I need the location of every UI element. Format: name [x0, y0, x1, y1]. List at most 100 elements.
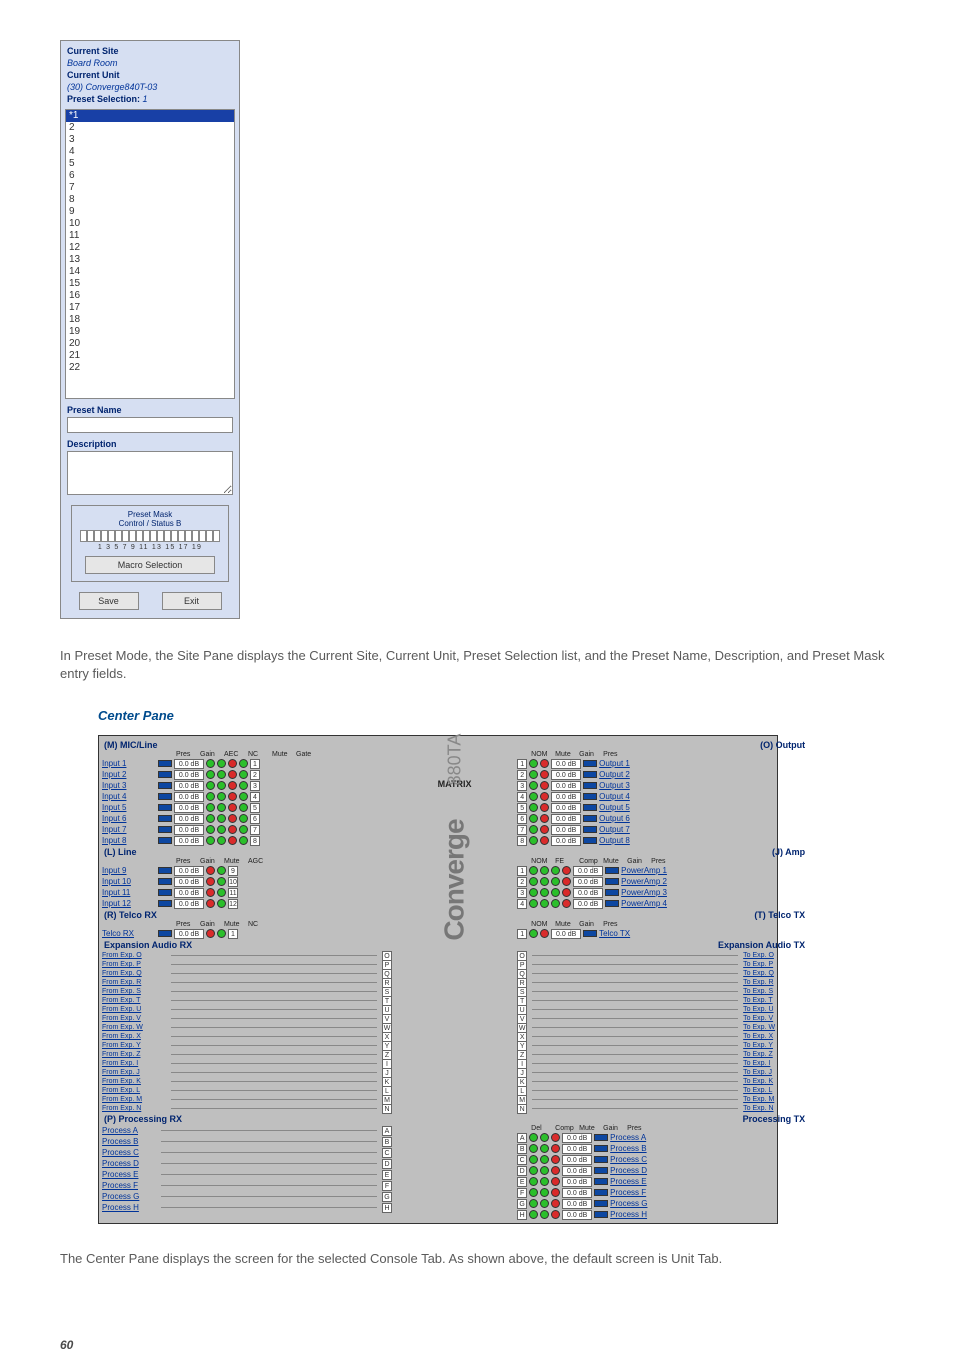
pres-switch[interactable] [605, 900, 619, 907]
control-knob[interactable] [551, 1188, 560, 1197]
channel-link[interactable]: From Exp. P [102, 961, 166, 968]
channel-link[interactable]: Process B [102, 1137, 156, 1146]
control-knob[interactable] [529, 1199, 538, 1208]
control-knob[interactable] [551, 1166, 560, 1175]
control-knob[interactable] [551, 1155, 560, 1164]
channel-link[interactable]: From Exp. Z [102, 1051, 166, 1058]
gain-value[interactable]: 0.0 dB [174, 792, 204, 802]
gain-value[interactable]: 0.0 dB [562, 1177, 592, 1187]
channel-link[interactable]: To Exp. T [743, 997, 807, 1004]
gain-value[interactable]: 0.0 dB [551, 792, 581, 802]
control-knob[interactable] [540, 1199, 549, 1208]
control-knob[interactable] [228, 825, 237, 834]
gain-value[interactable]: 0.0 dB [174, 803, 204, 813]
control-knob[interactable] [206, 792, 215, 801]
control-knob[interactable] [228, 814, 237, 823]
gain-value[interactable]: 0.0 dB [551, 803, 581, 813]
mask-cell[interactable] [164, 530, 171, 542]
control-knob[interactable] [540, 825, 549, 834]
gain-value[interactable]: 0.0 dB [573, 877, 603, 887]
channel-link[interactable]: To Exp. N [743, 1105, 807, 1112]
control-knob[interactable] [551, 899, 560, 908]
mask-cell[interactable] [108, 530, 115, 542]
gain-value[interactable]: 0.0 dB [562, 1155, 592, 1165]
gain-value[interactable]: 0.0 dB [573, 866, 603, 876]
preset-list-item[interactable]: 18 [66, 314, 234, 326]
control-knob[interactable] [529, 1144, 538, 1153]
mask-cell[interactable] [178, 530, 185, 542]
control-knob[interactable] [217, 781, 226, 790]
preset-list-item[interactable]: 20 [66, 338, 234, 350]
control-knob[interactable] [206, 877, 215, 886]
control-knob[interactable] [540, 1188, 549, 1197]
pres-switch[interactable] [158, 782, 172, 789]
preset-list-item[interactable]: 14 [66, 266, 234, 278]
control-knob[interactable] [217, 814, 226, 823]
channel-link[interactable]: To Exp. P [743, 961, 807, 968]
pres-switch[interactable] [158, 771, 172, 778]
pres-switch[interactable] [594, 1200, 608, 1207]
pres-switch[interactable] [158, 878, 172, 885]
control-knob[interactable] [206, 888, 215, 897]
control-knob[interactable] [217, 759, 226, 768]
channel-link[interactable]: Input 9 [102, 866, 156, 875]
preset-list-item[interactable]: 13 [66, 254, 234, 266]
pres-switch[interactable] [583, 782, 597, 789]
control-knob[interactable] [540, 888, 549, 897]
channel-link[interactable]: Process B [610, 1144, 664, 1153]
preset-list-item[interactable]: 21 [66, 350, 234, 362]
preset-list-item[interactable]: 8 [66, 194, 234, 206]
preset-list-item[interactable]: 19 [66, 326, 234, 338]
channel-link[interactable]: From Exp. T [102, 997, 166, 1004]
gain-value[interactable]: 0.0 dB [562, 1188, 592, 1198]
channel-link[interactable]: To Exp. M [743, 1096, 807, 1103]
channel-link[interactable]: From Exp. S [102, 988, 166, 995]
gain-value[interactable]: 0.0 dB [551, 825, 581, 835]
channel-link[interactable]: Process H [610, 1210, 664, 1219]
channel-link[interactable]: Output 3 [599, 781, 653, 790]
control-knob[interactable] [540, 814, 549, 823]
control-knob[interactable] [529, 1155, 538, 1164]
control-knob[interactable] [529, 792, 538, 801]
control-knob[interactable] [206, 770, 215, 779]
channel-link[interactable]: Process H [102, 1203, 156, 1212]
gain-value[interactable]: 0.0 dB [562, 1144, 592, 1154]
preset-list[interactable]: *12345678910111213141516171819202122 [65, 109, 235, 399]
control-knob[interactable] [540, 792, 549, 801]
channel-link[interactable]: From Exp. N [102, 1105, 166, 1112]
channel-link[interactable]: Input 2 [102, 770, 156, 779]
control-knob[interactable] [562, 866, 571, 875]
save-button[interactable]: Save [79, 592, 139, 610]
channel-link[interactable]: Process C [102, 1148, 156, 1157]
control-knob[interactable] [540, 1155, 549, 1164]
control-knob[interactable] [206, 803, 215, 812]
gain-value[interactable]: 0.0 dB [573, 899, 603, 909]
control-knob[interactable] [529, 1166, 538, 1175]
channel-link[interactable]: Process C [610, 1155, 664, 1164]
channel-link[interactable]: From Exp. M [102, 1096, 166, 1103]
pres-switch[interactable] [583, 930, 597, 937]
control-knob[interactable] [228, 836, 237, 845]
control-knob[interactable] [206, 836, 215, 845]
control-knob[interactable] [529, 825, 538, 834]
preset-list-item[interactable]: 5 [66, 158, 234, 170]
control-knob[interactable] [239, 803, 248, 812]
control-knob[interactable] [551, 1210, 560, 1219]
control-knob[interactable] [529, 899, 538, 908]
control-knob[interactable] [529, 759, 538, 768]
control-knob[interactable] [239, 814, 248, 823]
preset-list-item[interactable]: 7 [66, 182, 234, 194]
mask-cell[interactable] [136, 530, 143, 542]
gain-value[interactable]: 0.0 dB [174, 770, 204, 780]
mask-cell[interactable] [199, 530, 206, 542]
preset-list-item[interactable]: 22 [66, 362, 234, 374]
channel-link[interactable]: Process F [102, 1181, 156, 1190]
preset-list-item[interactable]: 3 [66, 134, 234, 146]
pres-switch[interactable] [583, 837, 597, 844]
channel-link[interactable]: Output 1 [599, 759, 653, 768]
pres-switch[interactable] [605, 889, 619, 896]
pres-switch[interactable] [583, 771, 597, 778]
mask-cells[interactable] [74, 530, 226, 542]
control-knob[interactable] [217, 877, 226, 886]
control-knob[interactable] [540, 929, 549, 938]
